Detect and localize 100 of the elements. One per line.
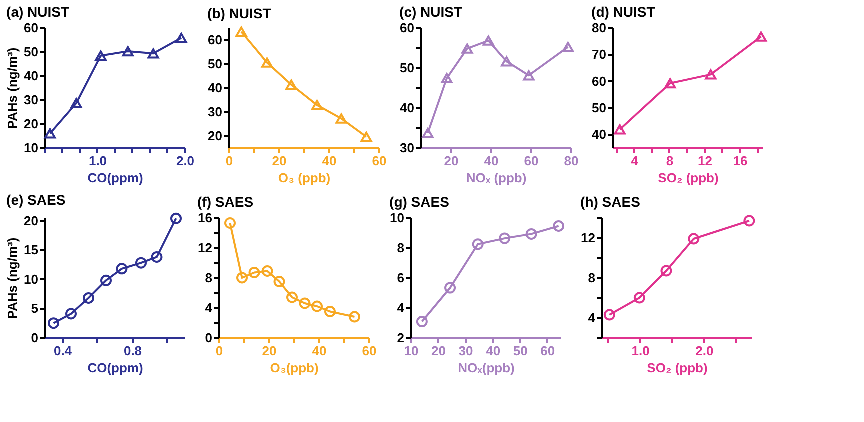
y-tick-label: 6 — [397, 270, 404, 286]
x-axis-title: CO(ppm) — [88, 170, 144, 186]
y-tick-label: 40 — [208, 80, 222, 96]
y-tick-label: 2 — [397, 330, 404, 346]
x-tick-label: 60 — [540, 344, 556, 358]
x-tick-label: 1.0 — [88, 154, 108, 168]
y-tick-label: 4 — [588, 310, 596, 326]
x-axis-title: NOₓ (ppb) — [466, 170, 527, 186]
point — [286, 80, 298, 90]
point — [462, 44, 474, 54]
y-tick-label: 40 — [24, 68, 38, 84]
point — [660, 265, 672, 277]
point — [614, 124, 626, 135]
x-axis-title: O₃(ppb) — [270, 360, 319, 376]
chart-title: (h) SAES — [580, 194, 640, 210]
point — [248, 267, 260, 278]
y-tick-label: 0 — [31, 330, 38, 346]
point — [324, 306, 336, 318]
point — [705, 70, 717, 80]
x-tick-label: 50 — [513, 344, 528, 358]
point — [262, 58, 273, 68]
point — [634, 292, 646, 304]
y-axis-title: PAHs (ng/m³) — [5, 238, 20, 320]
point — [336, 114, 348, 124]
y-tick-label: 30 — [400, 140, 414, 156]
point — [755, 32, 767, 42]
y-tick-label: 10 — [24, 140, 38, 156]
point — [224, 218, 236, 229]
x-tick-label: 20 — [432, 344, 446, 358]
x-tick-label: 2.0 — [176, 154, 195, 168]
y-tick-label: 20 — [24, 116, 38, 132]
point — [70, 98, 82, 108]
y-tick-label: 60 — [208, 32, 222, 48]
chart-title: (a) NUIST — [6, 4, 70, 20]
y-tick-label: 10 — [390, 210, 404, 226]
chart-title: (d) NUIST — [592, 4, 656, 20]
x-tick-label: 40 — [484, 154, 499, 168]
point — [148, 48, 160, 59]
point — [422, 128, 434, 138]
x-tick-label: 20 — [272, 154, 287, 168]
y-tick-label: 60 — [24, 20, 38, 36]
y-tick-label: 80 — [592, 20, 606, 36]
point — [499, 232, 511, 244]
chart-title: (b) NUIST — [208, 6, 272, 22]
x-tick-label: 60 — [362, 344, 377, 358]
point — [526, 228, 538, 240]
y-tick-label: 0 — [205, 330, 212, 346]
point — [441, 73, 453, 84]
x-tick-label: 40 — [486, 344, 501, 358]
x-tick-label: 20 — [444, 154, 459, 168]
point — [312, 300, 323, 312]
point — [416, 316, 428, 328]
y-tick-label: 30 — [208, 104, 222, 120]
point — [44, 128, 56, 139]
x-tick-label: 30 — [458, 344, 474, 358]
x-tick-label: 0.4 — [54, 344, 73, 358]
x-tick-label: 12 — [698, 154, 712, 168]
x-tick-label: 80 — [564, 154, 579, 168]
y-tick-label: 70 — [592, 47, 606, 62]
y-tick-label: 8 — [588, 270, 596, 286]
y-tick-label: 50 — [592, 100, 606, 116]
point — [523, 70, 535, 81]
x-tick-label: 16 — [733, 154, 748, 168]
x-tick-label: 20 — [262, 344, 277, 358]
chart-title: (c) NUIST — [400, 4, 463, 20]
point — [286, 292, 298, 304]
x-axis-title: NOₓ(ppb) — [458, 360, 515, 376]
y-tick-label: 12 — [581, 230, 596, 246]
point — [151, 251, 163, 263]
point — [349, 311, 360, 323]
point — [100, 274, 112, 286]
x-axis-title: SO₂ (ppb) — [658, 170, 719, 186]
x-tick-label: 1.0 — [632, 344, 650, 358]
point — [299, 298, 311, 310]
point — [312, 100, 323, 110]
y-tick-label: 16 — [198, 210, 212, 226]
y-tick-label: 20 — [208, 128, 222, 144]
point — [274, 276, 286, 288]
y-tick-label: 60 — [592, 74, 606, 89]
x-tick-label: 4 — [631, 154, 640, 168]
y-tick-label: 50 — [400, 60, 414, 76]
x-tick-label: 60 — [372, 154, 387, 168]
x-tick-label: 60 — [524, 154, 539, 168]
y-tick-label: 10 — [24, 272, 38, 287]
y-tick-label: 4 — [397, 300, 406, 316]
point — [236, 26, 248, 37]
y-tick-label: 40 — [400, 100, 414, 116]
point — [482, 36, 494, 46]
y-tick-label: 8 — [205, 270, 212, 286]
point — [170, 212, 182, 224]
x-tick-label: 2.0 — [696, 344, 714, 358]
y-tick-label: 50 — [208, 56, 222, 72]
x-axis-title: SO₂ (ppb) — [647, 360, 708, 376]
point — [116, 263, 128, 275]
y-tick-label: 15 — [24, 242, 38, 258]
x-axis-title: O₃ (ppb) — [278, 170, 331, 186]
y-tick-label: 50 — [24, 44, 38, 60]
point — [360, 132, 372, 142]
y-tick-label: 4 — [205, 300, 214, 316]
x-axis-title: CO(ppm) — [88, 360, 144, 376]
